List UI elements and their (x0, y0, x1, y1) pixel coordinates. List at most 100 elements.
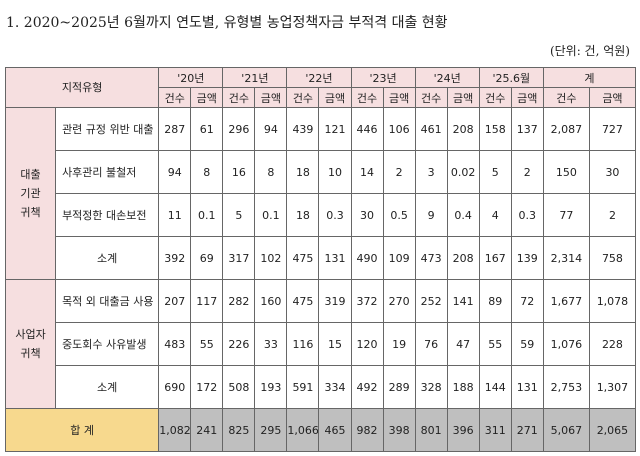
value-cell: 76 (414, 322, 448, 366)
total-value: 295 (254, 408, 288, 452)
year-header: 계 (542, 67, 637, 88)
value-cell: 160 (254, 279, 288, 323)
row-label: 소계 (55, 236, 160, 280)
row: 소계 392 69 317 102 475 131 490 109 473 208 167 139 2,3… (6, 236, 637, 280)
value-cell: 77 (542, 193, 590, 237)
value-cell: 102 (254, 236, 288, 280)
value-cell: 0.1 (190, 193, 224, 237)
value-cell: 89 (478, 279, 512, 323)
value-cell: 492 (350, 365, 384, 409)
value-cell: 116 (286, 322, 320, 366)
sub-header: 금액 (382, 87, 416, 108)
value-cell: 727 (588, 107, 637, 151)
value-cell: 1,078 (588, 279, 637, 323)
row-label: 부적정한 대손보전 (55, 193, 160, 237)
value-cell: 2 (510, 150, 544, 194)
value-cell: 14 (350, 150, 384, 194)
value-cell: 328 (414, 365, 448, 409)
row-label: 중도회수 사유발생 (55, 322, 160, 366)
sub-header: 금액 (254, 87, 288, 108)
year-header: '24년 (414, 67, 480, 88)
title: 1. 2020~2025년 6월까지 연도별, 유형별 농업정책자금 부적격 대… (6, 15, 448, 31)
value-cell: 55 (190, 322, 224, 366)
value-cell: 131 (318, 236, 352, 280)
value-cell: 226 (222, 322, 256, 366)
row: 건수 금액 건수 금액 건수 금액 건수 금액 건수 금액 건수 금액 건수 금액 (6, 87, 637, 108)
sub-header: 금액 (446, 87, 480, 108)
value-cell: 18 (286, 150, 320, 194)
value-cell: 207 (158, 279, 192, 323)
value-cell: 0.5 (382, 193, 416, 237)
value-cell: 16 (222, 150, 256, 194)
value-cell: 2,087 (542, 107, 590, 151)
value-cell: 19 (382, 322, 416, 366)
sub-header: 건수 (286, 87, 320, 108)
sub-header: 건수 (478, 87, 512, 108)
total-value: 465 (318, 408, 352, 452)
sub-header: 건수 (158, 87, 192, 108)
value-cell: 319 (318, 279, 352, 323)
value-cell: 475 (286, 279, 320, 323)
value-cell: 137 (510, 107, 544, 151)
value-cell: 131 (510, 365, 544, 409)
row-label: 목적 외 대출금 사용 (55, 279, 160, 323)
value-cell: 55 (478, 322, 512, 366)
value-cell: 2 (382, 150, 416, 194)
value-cell: 9 (414, 193, 448, 237)
total-value: 241 (190, 408, 224, 452)
row: 중도회수 사유발생 483 55 226 33 116 15 120 19 76 47 55 59 1,0… (6, 322, 637, 366)
value-cell: 1,677 (542, 279, 590, 323)
value-cell: 120 (350, 322, 384, 366)
value-cell: 296 (222, 107, 256, 151)
value-cell: 30 (588, 150, 637, 194)
value-cell: 167 (478, 236, 512, 280)
total-value: 398 (382, 408, 416, 452)
value-cell: 317 (222, 236, 256, 280)
total-value: 5,067 (542, 408, 590, 452)
value-cell: 252 (414, 279, 448, 323)
value-cell: 8 (254, 150, 288, 194)
value-cell: 5 (222, 193, 256, 237)
value-cell: 289 (382, 365, 416, 409)
value-cell: 59 (510, 322, 544, 366)
row: 대출 기관 귀책 관련 규정 위반 대출 287 61 296 94 439 121 446 10… (4, 107, 637, 280)
value-cell: 109 (382, 236, 416, 280)
value-cell: 94 (158, 150, 192, 194)
value-cell: 158 (478, 107, 512, 151)
value-cell: 3 (414, 150, 448, 194)
total-value: 801 (414, 408, 448, 452)
value-cell: 5 (478, 150, 512, 194)
value-cell: 61 (190, 107, 224, 151)
value-cell: 11 (158, 193, 192, 237)
row: 소계 690 172 508 193 591 334 492 289 328 188 144 131 2,… (6, 365, 637, 409)
value-cell: 461 (414, 107, 448, 151)
table: 지적유형 '20년 '21년 '22년 '23년 '24년 '25.6월 계 건수 금액 건수 금액 건… (4, 67, 637, 452)
value-cell: 121 (318, 107, 352, 151)
value-cell: 30 (350, 193, 384, 237)
value-cell: 33 (254, 322, 288, 366)
group-label: 대출 기관 귀책 (4, 107, 57, 280)
value-cell: 0.02 (446, 150, 480, 194)
value-cell: 392 (158, 236, 192, 280)
value-cell: 188 (446, 365, 480, 409)
year-header: '21년 (222, 67, 288, 88)
sub-header: 건수 (350, 87, 384, 108)
value-cell: 591 (286, 365, 320, 409)
value-cell: 0.3 (318, 193, 352, 237)
sub-header: 건수 (414, 87, 448, 108)
sub-header: 금액 (318, 87, 352, 108)
value-cell: 228 (588, 322, 637, 366)
value-cell: 106 (382, 107, 416, 151)
year-header: '20년 (158, 67, 224, 88)
row: 합 계 1,082 241 825 295 1,066 465 982 398 801 396 311… (4, 408, 637, 452)
value-cell: 0.3 (510, 193, 544, 237)
value-cell: 473 (414, 236, 448, 280)
sub-header: 금액 (510, 87, 544, 108)
value-cell: 18 (286, 193, 320, 237)
value-cell: 282 (222, 279, 256, 323)
value-cell: 0.1 (254, 193, 288, 237)
value-cell: 94 (254, 107, 288, 151)
total-value: 311 (478, 408, 512, 452)
total-label: 합 계 (4, 408, 160, 452)
